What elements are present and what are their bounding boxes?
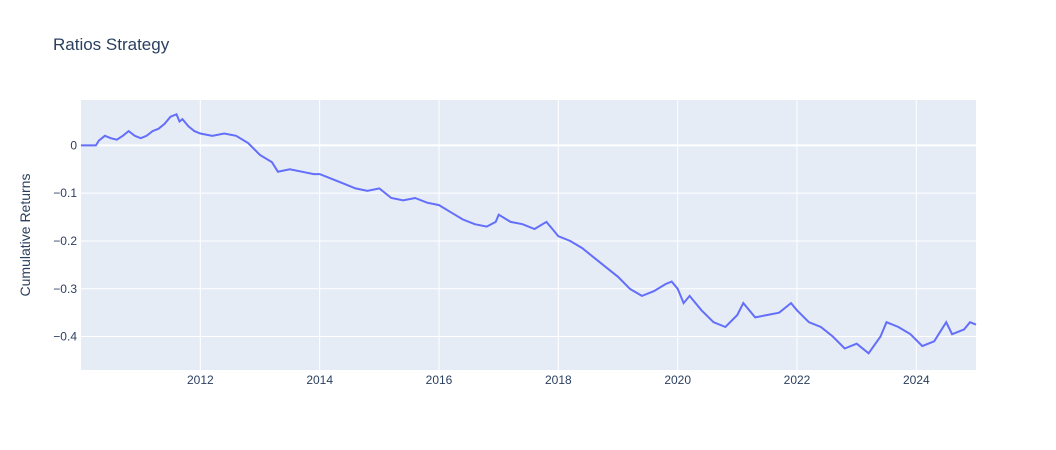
y-axis-ticks: 0 −0.1 −0.2 −0.3 −0.4 (53, 138, 77, 343)
chart-title: Ratios Strategy (53, 35, 170, 54)
grid (81, 100, 976, 370)
x-tick-label: 2016 (426, 373, 453, 387)
x-tick-label: 2022 (784, 373, 811, 387)
y-tick-label: −0.4 (53, 330, 77, 344)
y-axis-title: Cumulative Returns (17, 174, 33, 297)
cumulative-returns-line (81, 113, 977, 355)
y-tick-label: −0.2 (53, 234, 77, 248)
x-tick-label: 2012 (187, 373, 214, 387)
x-axis-ticks: 2012 2014 2016 2018 2020 2022 2024 (187, 373, 930, 387)
plot-area (81, 100, 976, 370)
y-tick-label: 0 (70, 138, 77, 152)
x-tick-label: 2024 (903, 373, 930, 387)
y-tick-label: −0.3 (53, 282, 77, 296)
x-tick-label: 2020 (664, 373, 691, 387)
x-tick-label: 2018 (545, 373, 572, 387)
x-tick-label: 2014 (306, 373, 333, 387)
y-tick-label: −0.1 (53, 186, 77, 200)
